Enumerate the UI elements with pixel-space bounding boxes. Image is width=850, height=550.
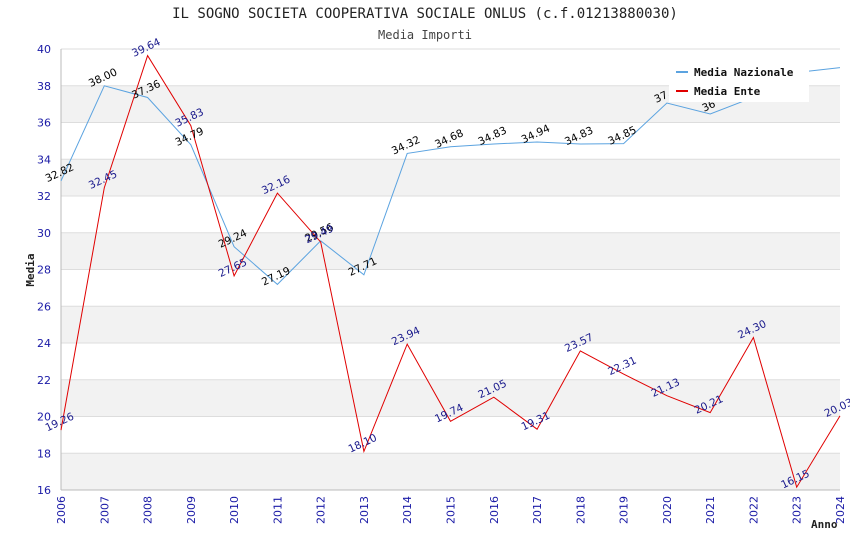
grid-band: [61, 453, 840, 490]
x-tick-labels: 2006 2007 2008 2009 2010 2011 2012 2013 2014 2015…: [55, 496, 847, 524]
y-tick-labels: 16 18 20 22 24 26 28 30 32 34 36 38 40: [37, 43, 51, 497]
x-tick-label: 2007: [98, 496, 111, 524]
y-tick-label: 22: [37, 374, 51, 387]
x-axis-label: Anno: [811, 518, 838, 531]
y-tick-label: 20: [37, 411, 51, 424]
grid-band: [61, 232, 840, 270]
series-lines: [60, 54, 841, 489]
y-tick-label: 34: [37, 153, 51, 166]
x-tick-label: 2018: [574, 496, 587, 524]
chart-subtitle: Media Importi: [378, 28, 472, 42]
x-tick-label: 2024: [834, 496, 847, 524]
series-line: [60, 54, 841, 489]
y-tick-label: 24: [37, 337, 51, 350]
x-tick-label: 2008: [142, 496, 155, 524]
data-label: 36: [700, 98, 717, 115]
x-tick-label: 2010: [228, 496, 241, 524]
x-tick-label: 2015: [445, 496, 458, 524]
x-tick-label: 2019: [618, 496, 631, 524]
x-tick-label: 2012: [315, 496, 328, 524]
y-tick-label: 32: [37, 190, 51, 203]
chart-title: IL SOGNO SOCIETA COOPERATIVA SOCIALE ONL…: [172, 6, 678, 22]
y-tick-label: 28: [37, 264, 51, 277]
x-tick-label: 2020: [661, 496, 674, 524]
legend-box: [669, 60, 809, 102]
x-tick-label: 2021: [704, 496, 717, 524]
x-tick-label: 2013: [358, 496, 371, 524]
x-tick-label: 2017: [531, 496, 544, 524]
legend: Media Nazionale Media Ente: [669, 60, 809, 102]
series-line: [60, 67, 841, 286]
y-tick-label: 30: [37, 227, 51, 240]
y-tick-label: 18: [37, 447, 51, 460]
x-tick-label: 2023: [791, 496, 804, 524]
x-tick-label: 2022: [747, 496, 760, 524]
y-axis-label: Media: [24, 253, 37, 286]
x-tick-label: 2014: [401, 496, 414, 524]
x-tick-label: 2016: [488, 496, 501, 524]
y-tick-label: 40: [37, 43, 51, 56]
grid-band: [61, 159, 840, 196]
grid-bands: [61, 48, 840, 491]
legend-label: Media Nazionale: [694, 66, 794, 79]
x-tick-label: 2006: [55, 496, 68, 524]
legend-label: Media Ente: [694, 85, 761, 98]
x-tick-label: 2011: [271, 496, 284, 524]
y-tick-label: 26: [37, 300, 51, 313]
grid-band: [61, 306, 840, 343]
y-tick-label: 38: [37, 80, 51, 93]
y-tick-label: 36: [37, 117, 51, 130]
grid-band: [61, 379, 840, 417]
axes: [60, 49, 840, 491]
y-tick-label: 16: [37, 484, 51, 497]
x-tick-label: 2009: [185, 496, 198, 524]
